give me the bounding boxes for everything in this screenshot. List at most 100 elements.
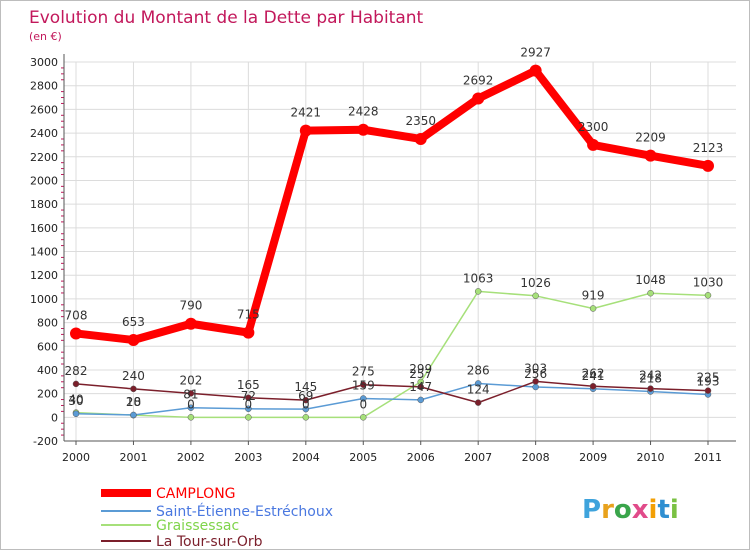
x-tick-label: 2005 <box>349 451 377 464</box>
data-point <box>357 123 370 136</box>
y-tick-label: 1600 <box>30 222 58 235</box>
x-tick-label: 2009 <box>579 451 607 464</box>
gridlines <box>64 61 736 442</box>
data-label: 715 <box>237 308 260 322</box>
legend: CAMPLONGSaint-Étienne-EstréchouxGraisses… <box>101 486 333 550</box>
data-point <box>414 132 427 145</box>
data-point <box>245 405 252 413</box>
series-line-3 <box>75 380 709 404</box>
data-point <box>360 395 367 402</box>
y-tick-label: 1000 <box>30 293 58 306</box>
legend-label: Graissessac <box>156 518 239 534</box>
data-label: 790 <box>179 299 202 313</box>
x-tick-label: 2001 <box>119 451 147 464</box>
data-label: 241 <box>582 369 605 383</box>
y-tick-label: 2800 <box>30 80 58 93</box>
data-point <box>187 414 195 421</box>
data-label: 72 <box>241 389 256 403</box>
data-point <box>532 292 539 300</box>
data-label: 2209 <box>635 131 666 145</box>
x-tick-label: 2004 <box>292 451 320 464</box>
series-line-2 <box>75 290 709 419</box>
data-point <box>472 92 485 105</box>
data-label: 147 <box>409 380 432 394</box>
data-point <box>474 399 482 406</box>
data-point <box>647 385 654 392</box>
y-tick-label: 2400 <box>30 127 58 140</box>
x-tick-label: 2003 <box>234 451 262 464</box>
data-label: 2300 <box>578 120 609 134</box>
chart-subtitle: (en €) <box>29 30 62 43</box>
data-label: 286 <box>467 363 490 377</box>
data-label: 2421 <box>291 106 322 120</box>
data-point <box>474 288 482 295</box>
x-tick-label: 2006 <box>407 451 435 464</box>
data-point <box>187 404 195 411</box>
series-line-1 <box>75 382 709 416</box>
series-lines <box>70 64 714 421</box>
data-label: 2428 <box>348 105 379 119</box>
data-label: 145 <box>294 380 317 394</box>
y-tick-label: 400 <box>37 364 58 377</box>
data-point <box>529 64 542 77</box>
data-point <box>474 380 482 387</box>
data-label: 2350 <box>405 114 436 128</box>
data-point <box>245 394 252 402</box>
y-tick-label: 200 <box>37 388 58 401</box>
data-point <box>704 292 712 299</box>
x-tick-label: 2010 <box>637 451 665 464</box>
data-label: 242 <box>639 369 662 383</box>
logo-letter: P <box>582 495 601 525</box>
legend-label: CAMPLONG <box>156 486 236 502</box>
legend-label: La Tour-sur-Orb <box>156 534 263 550</box>
data-point <box>302 396 310 404</box>
chart-title: Evolution du Montant de la Dette par Hab… <box>29 8 424 28</box>
data-point <box>299 124 312 137</box>
data-label: 81 <box>183 388 198 402</box>
data-point <box>302 414 310 421</box>
data-point <box>130 385 137 393</box>
data-point <box>644 149 657 162</box>
data-label: 202 <box>179 373 202 387</box>
data-label: 1030 <box>693 275 724 289</box>
data-point <box>187 390 195 397</box>
data-point <box>704 387 712 394</box>
data-point <box>245 414 252 421</box>
data-label: 1048 <box>635 273 666 287</box>
data-label: 0 <box>302 397 310 411</box>
data-label: 2692 <box>463 73 494 87</box>
y-tick-label: 3000 <box>30 56 58 69</box>
data-label: 1026 <box>520 276 551 290</box>
data-label: 1063 <box>463 271 494 285</box>
proxiti-logo: Proxiti <box>582 495 679 525</box>
data-point <box>184 317 197 330</box>
data-point <box>702 159 714 172</box>
logo-letter: i <box>649 495 658 525</box>
y-tick-label: 1200 <box>30 269 58 282</box>
data-label: 2927 <box>520 46 551 60</box>
data-label: 193 <box>697 374 720 388</box>
data-label: 919 <box>582 288 605 302</box>
data-point <box>127 333 140 346</box>
data-point <box>302 405 310 413</box>
logo-letter: r <box>601 495 614 525</box>
y-tick-label: 2000 <box>30 174 58 187</box>
data-point <box>417 383 424 391</box>
logo-letter: t <box>657 495 669 525</box>
data-point <box>130 411 137 419</box>
data-label: 303 <box>524 361 547 375</box>
data-point <box>417 396 424 404</box>
data-point <box>242 326 255 339</box>
y-tick-label: 2200 <box>30 151 58 164</box>
data-label: 225 <box>697 371 720 385</box>
data-point <box>72 410 80 418</box>
data-point <box>587 138 600 151</box>
data-label: 0 <box>359 397 367 411</box>
data-label: 256 <box>524 367 547 381</box>
x-tick-label: 2007 <box>464 451 492 464</box>
data-point <box>360 414 367 421</box>
data-point <box>532 378 539 385</box>
y-tick-label: 600 <box>37 340 58 353</box>
